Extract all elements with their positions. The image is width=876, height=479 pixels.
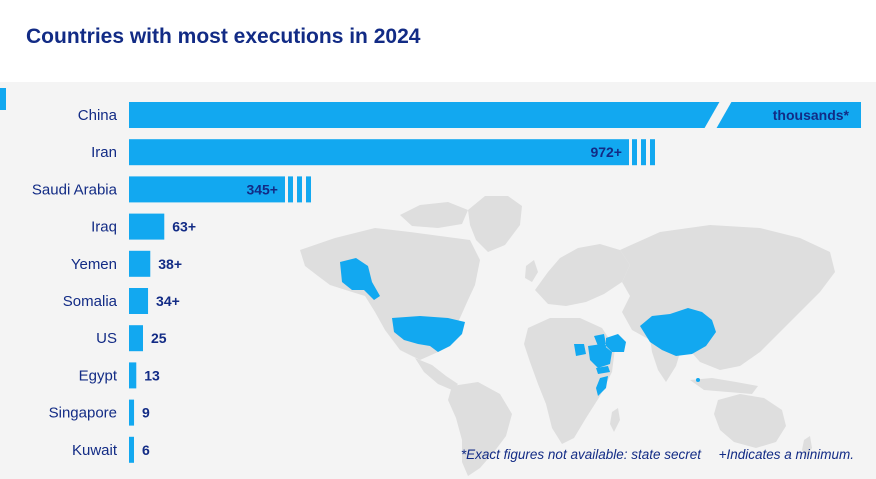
map-south-america — [448, 382, 512, 476]
map-us — [392, 316, 465, 352]
footnote-secret: *Exact figures not available: state secr… — [460, 447, 702, 462]
category-label-iran: Iran — [91, 144, 117, 161]
bar-somalia — [129, 288, 149, 314]
chart-title: Countries with most executions in 2024 — [26, 25, 421, 48]
map-europe — [535, 244, 630, 306]
value-label-china: thousands* — [773, 107, 850, 123]
map-indonesia — [690, 378, 758, 394]
bar-us — [129, 325, 143, 352]
category-label-china: China — [78, 107, 118, 124]
map-central-america — [415, 358, 458, 390]
value-label-singapore: 9 — [142, 405, 150, 421]
category-label-us: US — [96, 330, 117, 347]
map-china — [640, 308, 716, 356]
map-alaska — [340, 258, 380, 300]
bar-egypt — [129, 362, 137, 389]
value-label-yemen: 38+ — [158, 256, 182, 272]
value-label-iran: 972+ — [590, 144, 622, 160]
bar-stripe-iran — [632, 139, 637, 166]
category-label-singapore: Singapore — [49, 405, 117, 422]
map-japan — [746, 292, 760, 322]
value-label-somalia: 34+ — [156, 293, 180, 309]
bar-saudi-arabia — [129, 176, 285, 203]
bar-china — [129, 102, 861, 128]
value-label-saudi-arabia: 345+ — [246, 181, 278, 197]
map-madagascar — [610, 408, 620, 432]
axis-break-china — [704, 101, 732, 129]
map-somalia — [596, 376, 608, 396]
map-yemen — [596, 366, 610, 374]
footnote-minimum: +Indicates a minimum. — [718, 447, 854, 462]
map-singapore — [696, 378, 700, 382]
world-map — [300, 196, 835, 476]
map-greenland — [468, 196, 522, 252]
bar-stripe-saudi-arabia — [297, 176, 302, 203]
map-uk — [525, 260, 538, 282]
category-label-kuwait: Kuwait — [72, 442, 118, 459]
value-label-egypt: 13 — [144, 367, 160, 383]
value-label-kuwait: 6 — [142, 442, 150, 458]
bar-yemen — [129, 250, 151, 277]
bar-singapore — [129, 399, 135, 426]
accent-mark — [0, 88, 6, 110]
bar-kuwait — [129, 436, 134, 463]
map-australia — [714, 394, 786, 448]
value-label-iraq: 63+ — [172, 219, 196, 235]
bar-stripe-iran — [650, 139, 655, 166]
map-canada-islands — [400, 202, 468, 228]
bar-stripe-saudi-arabia — [288, 176, 293, 203]
value-label-us: 25 — [151, 330, 167, 346]
map-egypt — [574, 344, 586, 356]
footnote: *Exact figures not available: state secr… — [461, 447, 854, 462]
bars-layer: China thousands* Iran 972+ Saudi Arabia 345+ I… — [32, 101, 861, 463]
map-iraq — [594, 334, 606, 346]
map-kuwait — [602, 344, 606, 348]
map-iran — [606, 334, 626, 352]
bar-iran — [129, 139, 629, 166]
category-label-somalia: Somalia — [63, 293, 118, 310]
category-label-iraq: Iraq — [91, 219, 117, 236]
category-label-egypt: Egypt — [79, 367, 118, 384]
map-saudi-arabia — [588, 344, 612, 368]
bar-stripe-iran — [641, 139, 646, 166]
bar-stripe-saudi-arabia — [306, 176, 311, 203]
bar-iraq — [129, 213, 165, 240]
map-new-zealand — [802, 436, 812, 458]
category-label-saudi-arabia: Saudi Arabia — [32, 181, 118, 198]
category-label-yemen: Yemen — [71, 256, 117, 273]
